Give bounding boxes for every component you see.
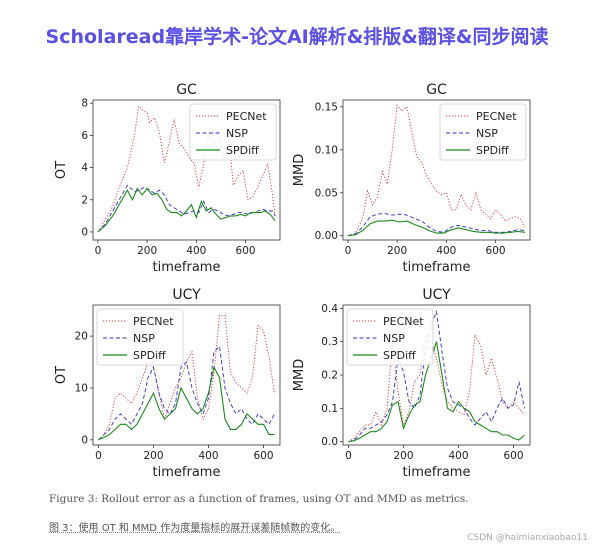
- chart-gc-mmd: GC 0 200 400 600 0.00 0.05 0.10 0.15 timeframe MMD…: [292, 82, 531, 275]
- y-axis-label: MMD: [292, 359, 307, 391]
- y-tick-label: 8: [81, 98, 88, 110]
- x-tick-label: 600: [253, 450, 273, 462]
- x-tick-label: 600: [486, 245, 506, 257]
- chart-title: GC: [426, 82, 447, 98]
- legend-label-pecnet: PECNet: [383, 315, 424, 328]
- y-tick-label: 0.10: [315, 144, 338, 156]
- y-tick-label: 0.05: [315, 187, 338, 199]
- series-line-pecnet: [97, 105, 276, 233]
- legend-label-spdiff: SPDiff: [383, 349, 416, 362]
- legend-label-nsp: NSP: [383, 332, 405, 345]
- legend-label-pecnet: PECNet: [133, 315, 174, 328]
- y-tick-label: 0: [81, 434, 88, 446]
- x-tick-label: 200: [393, 450, 413, 462]
- x-tick-label: 200: [143, 450, 163, 462]
- series-line-pecnet: [348, 333, 525, 443]
- chart-gc-ot: GC 0 200 400 600 0 2 4 6 8 timeframe OT PECNet NSP SPD…: [54, 82, 281, 275]
- legend-box: [189, 103, 277, 161]
- series-line-nsp: [97, 184, 276, 233]
- y-tick-label: 0.15: [315, 101, 338, 113]
- y-tick-label: 4: [81, 162, 88, 174]
- legend-box: [96, 308, 184, 366]
- legend-label-spdiff: SPDiff: [476, 144, 509, 157]
- x-tick-label: 400: [436, 245, 456, 257]
- series-line-nsp: [347, 212, 526, 237]
- legend-label-pecnet: PECNet: [476, 110, 517, 123]
- plot-frame: [92, 304, 281, 446]
- legend-label-nsp: NSP: [476, 127, 498, 140]
- series-line-spdiff: [98, 365, 275, 441]
- y-tick-label: 20: [75, 331, 88, 343]
- figure-caption-chinese: 图 3：使用 OT 和 MMD 作为度量指标的展开误差随帧数的变化。: [49, 523, 341, 534]
- y-tick-label: 2: [81, 194, 88, 206]
- legend-box: [439, 103, 527, 161]
- y-tick-label: 0.00: [315, 230, 338, 242]
- legend-label-spdiff: SPDiff: [226, 144, 259, 157]
- x-tick-label: 0: [345, 245, 352, 257]
- x-tick-label: 0: [95, 245, 102, 257]
- chart-ucy-ot: UCY 0 200 400 600 0 10 20 timeframe OT PECNet NSP SP…: [54, 287, 281, 480]
- y-axis-label: OT: [54, 161, 69, 179]
- legend-label-nsp: NSP: [133, 332, 155, 345]
- x-tick-label: 400: [186, 245, 206, 257]
- x-axis-label: timeframe: [153, 260, 221, 275]
- chart-ucy-mmd: UCY 0 200 400 600 0.0 0.1 0.2 0.3 0.4 timeframe MMD…: [292, 287, 531, 480]
- y-tick-label: 6: [81, 130, 88, 142]
- banner-title: Scholaread靠岸学术-论文AI解析&排版&翻译&同步阅读: [45, 26, 549, 48]
- y-tick-label: 0.2: [321, 370, 338, 382]
- series-line-spdiff: [97, 187, 276, 233]
- x-tick-label: 0: [345, 450, 352, 462]
- chart-title: UCY: [172, 287, 201, 303]
- series-line-nsp: [98, 345, 275, 441]
- watermark-text: CSDN @haimianxiaobao11: [467, 533, 588, 543]
- series-line-spdiff: [348, 341, 525, 443]
- x-tick-label: 400: [448, 450, 468, 462]
- series-line-pecnet: [347, 104, 526, 237]
- y-tick-label: 0.3: [321, 336, 338, 348]
- x-tick-label: 400: [198, 450, 218, 462]
- y-tick-label: 0.1: [321, 403, 338, 415]
- legend-label-spdiff: SPDiff: [133, 349, 166, 362]
- legend-label-pecnet: PECNet: [226, 110, 267, 123]
- x-tick-label: 0: [95, 450, 102, 462]
- y-tick-label: 0: [81, 226, 88, 238]
- series-line-nsp: [348, 309, 525, 443]
- x-axis-label: timeframe: [403, 465, 471, 480]
- x-tick-label: 200: [137, 245, 157, 257]
- chart-title: GC: [176, 82, 197, 98]
- legend-box: [346, 308, 434, 366]
- plot-frame: [92, 99, 281, 241]
- legend-label-nsp: NSP: [226, 127, 248, 140]
- x-axis-label: timeframe: [403, 260, 471, 275]
- chart-title: UCY: [422, 287, 451, 303]
- series-line-spdiff: [347, 219, 526, 237]
- x-tick-label: 600: [503, 450, 523, 462]
- y-axis-label: OT: [54, 366, 69, 384]
- x-tick-label: 200: [387, 245, 407, 257]
- y-tick-label: 0.0: [321, 436, 338, 448]
- x-tick-label: 600: [236, 245, 256, 257]
- y-tick-label: 10: [75, 382, 88, 394]
- y-axis-label: MMD: [292, 154, 307, 186]
- plot-frame: [342, 99, 531, 241]
- y-tick-label: 0.4: [321, 303, 338, 315]
- figure-caption-english: Figure 3: Rollout error as a function of…: [49, 493, 469, 505]
- x-axis-label: timeframe: [153, 465, 221, 480]
